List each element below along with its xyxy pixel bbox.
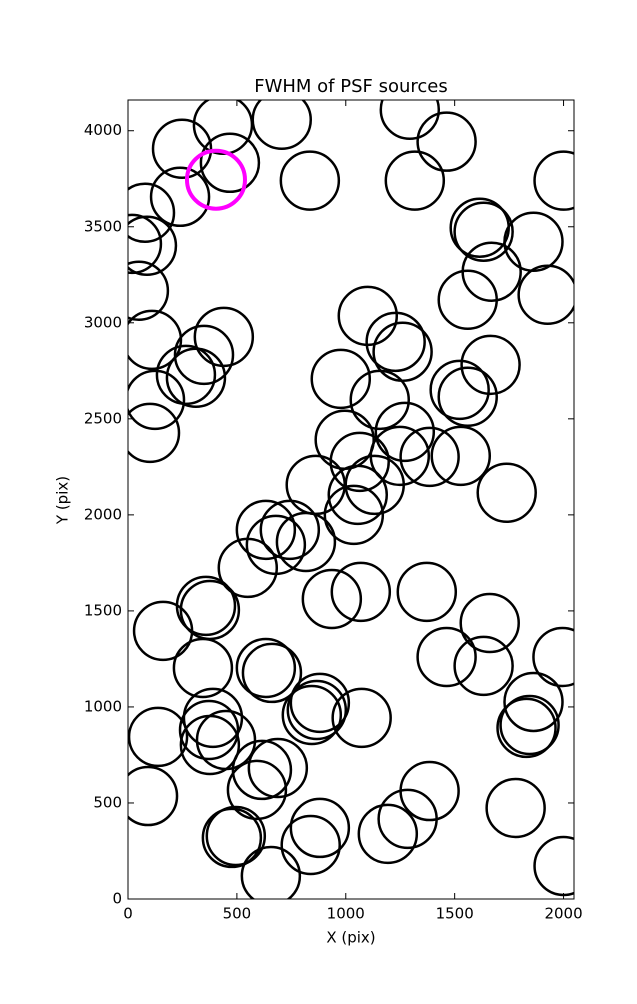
- point: [217, 537, 279, 599]
- point: [453, 201, 514, 263]
- point: [365, 311, 426, 373]
- point: [235, 499, 297, 561]
- point: [459, 592, 520, 654]
- x-axis-label: X (pix): [326, 929, 375, 947]
- point: [184, 148, 247, 211]
- point: [384, 150, 446, 211]
- point: [301, 568, 363, 630]
- point: [503, 671, 564, 733]
- y-tick-label: 1000: [84, 697, 122, 715]
- point: [240, 845, 302, 899]
- y-tick-label: 3000: [84, 313, 122, 331]
- point: [396, 561, 458, 623]
- point: [379, 100, 441, 141]
- x-tick-label: 1000: [327, 905, 365, 923]
- point: [195, 709, 257, 771]
- y-tick-label: 0: [112, 890, 122, 908]
- point: [128, 309, 183, 371]
- point: [437, 269, 498, 330]
- point: [259, 499, 321, 561]
- point: [357, 803, 419, 865]
- point: [460, 334, 521, 396]
- point: [289, 797, 351, 859]
- point: [165, 347, 227, 408]
- y-tick-label: 500: [93, 793, 122, 811]
- point: [128, 260, 170, 321]
- point: [289, 672, 351, 734]
- point: [132, 600, 194, 662]
- point: [437, 366, 498, 427]
- point: [128, 765, 179, 827]
- point: [533, 150, 574, 211]
- y-tick-label: 2500: [84, 409, 122, 427]
- point: [286, 679, 348, 741]
- point: [128, 215, 178, 277]
- point: [430, 425, 492, 487]
- point: [149, 166, 211, 228]
- point: [241, 642, 303, 704]
- point: [377, 788, 438, 850]
- point: [310, 348, 372, 410]
- point: [201, 807, 263, 869]
- point: [485, 777, 546, 839]
- point: [499, 694, 560, 756]
- point: [329, 431, 390, 493]
- plot-area: [128, 100, 574, 899]
- point: [517, 264, 574, 325]
- point: [279, 150, 341, 211]
- point: [374, 401, 436, 463]
- x-tick-label: 500: [223, 905, 252, 923]
- point: [281, 684, 343, 746]
- point: [193, 306, 255, 368]
- point: [128, 402, 181, 464]
- point: [178, 699, 240, 761]
- point: [128, 182, 176, 243]
- point: [235, 637, 297, 699]
- point: [226, 759, 288, 821]
- point: [496, 697, 557, 759]
- point: [323, 484, 385, 546]
- point: [330, 561, 392, 623]
- point: [429, 359, 490, 421]
- y-tick-label: 1500: [84, 601, 122, 619]
- point: [327, 464, 389, 526]
- y-tick-label: 2000: [84, 505, 122, 523]
- point: [280, 814, 341, 876]
- plot-frame: [127, 99, 575, 900]
- x-tick-label: 2000: [544, 905, 582, 923]
- point: [199, 132, 261, 194]
- point: [331, 687, 392, 749]
- point: [128, 213, 163, 275]
- y-tick-label: 3500: [84, 217, 122, 235]
- point: [128, 706, 189, 768]
- point: [251, 100, 312, 151]
- point: [172, 637, 234, 699]
- point: [416, 626, 477, 688]
- point: [532, 626, 574, 688]
- y-tick-label: 4000: [84, 121, 122, 139]
- x-tick-label: 1500: [436, 905, 474, 923]
- y-axis-label: Y (pix): [54, 476, 72, 525]
- point: [151, 118, 213, 180]
- point: [247, 737, 309, 799]
- point: [349, 369, 410, 431]
- point: [399, 426, 460, 488]
- x-tick-label: 0: [123, 905, 133, 923]
- point: [416, 111, 477, 172]
- point: [231, 739, 293, 801]
- point: [173, 324, 235, 386]
- point: [275, 511, 337, 573]
- point: [476, 462, 537, 524]
- point: [205, 805, 267, 867]
- point: [128, 369, 186, 431]
- point: [453, 635, 514, 697]
- chart-title: FWHM of PSF sources: [254, 76, 448, 97]
